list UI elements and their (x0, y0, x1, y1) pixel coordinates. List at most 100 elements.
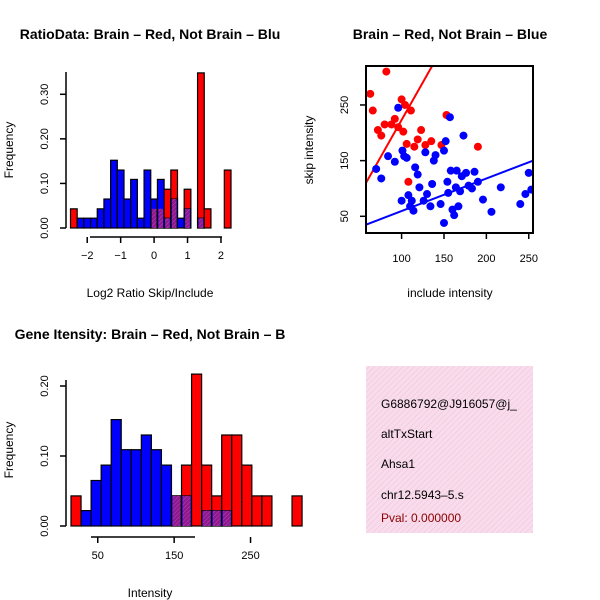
x-tick-label: −2 (81, 250, 94, 262)
not-brain-bar (83, 217, 92, 229)
y-tick-label: 0.10 (39, 173, 51, 194)
brain-point (400, 100, 409, 109)
not-brain-bar (176, 217, 185, 229)
brain-point (382, 67, 391, 76)
info-pval: Pval: 0.000000 (381, 511, 461, 525)
not-brain-point (443, 177, 452, 186)
not-brain-bar (89, 217, 98, 229)
not-brain-bar (130, 449, 142, 527)
brain-point (417, 126, 426, 135)
brain-bar (261, 495, 273, 527)
overlap-bar (151, 208, 157, 228)
not-brain-point (423, 190, 432, 199)
brain-point (404, 177, 413, 186)
not-brain-point (487, 207, 496, 216)
ratio-histogram: RatioData: Brain – Red, Not Brain – Blu … (2, 26, 280, 300)
brain-point (377, 131, 386, 140)
scatter-title: Brain – Red, Not Brain – Blue (353, 26, 548, 42)
not-brain-bar (103, 198, 112, 229)
not-brain-point (524, 168, 533, 177)
brain-point (427, 137, 436, 146)
y-tick-label: 0.10 (39, 445, 51, 466)
not-brain-bar (130, 178, 138, 229)
brain-bar (223, 169, 232, 229)
gene-intensity-histogram: Gene Itensity: Brain – Red, Not Brain – … (2, 326, 303, 600)
x-tick-label: 150 (165, 550, 183, 562)
not-brain-fit-line (366, 159, 533, 226)
info-panel: G6886792@J916057@j_ altTxStart Ahsa1 chr… (366, 366, 533, 533)
x-tick-label: 0 (151, 250, 157, 262)
not-brain-point (467, 184, 476, 193)
not-brain-point (436, 200, 445, 209)
brain-point (473, 142, 482, 151)
not-brain-bar (116, 169, 125, 229)
not-brain-point (478, 195, 487, 204)
not-brain-point (452, 166, 461, 175)
not-brain-bar (140, 434, 152, 527)
y-tick-label: 50 (339, 210, 351, 222)
x-tick-label: 1 (184, 250, 190, 262)
not-brain-point (411, 163, 420, 172)
not-brain-point (450, 211, 459, 220)
not-brain-bar (150, 449, 163, 527)
x-tick-label: 50 (92, 550, 104, 562)
x-tick-label: 100 (392, 253, 410, 265)
not-brain-point (397, 196, 406, 205)
not-brain-point (454, 202, 463, 211)
not-brain-point (409, 206, 418, 215)
brain-point (368, 106, 377, 115)
not-brain-bar (110, 419, 122, 527)
x-tick-label: 200 (477, 253, 495, 265)
not-brain-point (527, 185, 533, 194)
y-tick-label: 0.20 (39, 375, 51, 396)
y-tick-label: 0.00 (39, 217, 51, 238)
not-brain-bar (76, 217, 85, 229)
overlap-bar (198, 218, 204, 228)
overlap-bar (212, 510, 221, 526)
y-tick-label: 150 (339, 151, 351, 169)
x-tick-label: 250 (241, 550, 259, 562)
x-tick-label: 2 (218, 250, 224, 262)
y-tick-label: 250 (339, 96, 351, 114)
brain-bar (203, 208, 212, 229)
brain-bar (251, 495, 263, 527)
scatter-x-label: include intensity (407, 286, 492, 300)
not-brain-point (428, 180, 437, 189)
not-brain-point (459, 131, 468, 140)
not-brain-bar (96, 208, 105, 229)
brain-bar (69, 208, 78, 229)
not-brain-point (521, 190, 530, 199)
brain-bar (70, 495, 82, 527)
not-brain-point (426, 202, 435, 211)
not-brain-point (470, 167, 479, 176)
brain-point (410, 142, 419, 151)
brain-bar (241, 464, 253, 527)
brain-bar (291, 495, 303, 527)
overlap-bar (182, 495, 191, 526)
overlap-bar (185, 208, 190, 228)
overlap-bar (165, 218, 170, 228)
not-brain-point (496, 183, 505, 192)
not-brain-point (413, 170, 422, 179)
brain-point (413, 135, 422, 144)
y-tick-label: 0.00 (39, 515, 51, 536)
not-brain-point (390, 157, 399, 166)
brain-fit-line (366, 66, 433, 184)
not-brain-point (431, 151, 440, 160)
x-tick-label: −1 (114, 250, 127, 262)
not-brain-point (445, 113, 454, 122)
scatter-y-label: skip intensity (302, 116, 316, 185)
not-brain-point (415, 183, 424, 192)
brain-point (380, 120, 389, 129)
not-brain-point (439, 218, 448, 227)
not-brain-bar (136, 217, 145, 229)
x-tick-label: 250 (520, 253, 538, 265)
gene-intensity-title: Gene Itensity: Brain – Red, Not Brain – … (15, 326, 286, 342)
gene-x-label: Intensity (128, 586, 173, 600)
gene-y-label: Frequency (2, 422, 16, 479)
info-location: chr12.5943–5.s (381, 488, 464, 502)
not-brain-point (402, 153, 411, 162)
info-event-type: altTxStart (381, 427, 433, 441)
not-brain-bar (80, 510, 92, 527)
